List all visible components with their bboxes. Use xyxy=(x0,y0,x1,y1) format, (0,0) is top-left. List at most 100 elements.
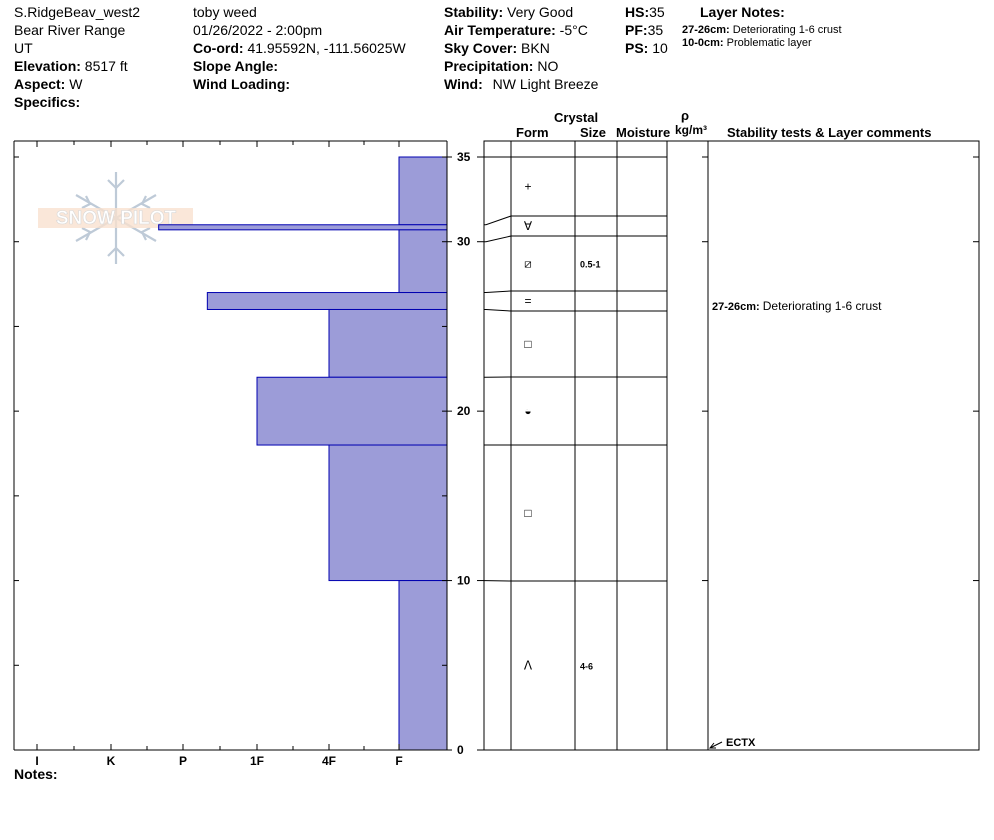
hs-row: HS:35 xyxy=(625,4,665,20)
depth-tick-label: 20 xyxy=(457,404,471,418)
grain-form-symbol: □ xyxy=(524,506,531,520)
grain-form-symbol: ∀ xyxy=(524,219,533,233)
depth-tick-label: 10 xyxy=(457,574,471,588)
hardness-plot: I K P 1F 4F F 0 10 20 30 35 xyxy=(13,140,484,768)
state-name: UT xyxy=(14,40,33,56)
hardness-bar xyxy=(328,444,448,582)
coord-label: Co-ord: xyxy=(193,40,244,56)
layer-note-range: 10-0cm: xyxy=(682,37,724,49)
wind-loading-label: Wind Loading: xyxy=(193,76,291,92)
layer-note-2: 10-0cm: Problematic layer xyxy=(682,37,812,49)
layer-connector-line xyxy=(484,215,512,226)
pf-value: 35 xyxy=(647,22,664,38)
specifics-label: Specifics: xyxy=(14,94,81,110)
observer-name: toby weed xyxy=(193,4,257,20)
grain-form-symbol: = xyxy=(524,294,531,308)
elevation-value: 8517 ft xyxy=(84,58,128,74)
aspect-value: W xyxy=(69,76,83,92)
hardness-tick-label: K xyxy=(107,754,116,768)
layer-comment: 27-26cm: Deteriorating 1-6 crust xyxy=(712,299,882,313)
precip-value: NO xyxy=(537,58,559,74)
layer-connector-line xyxy=(484,308,512,312)
wind-value: NW Light Breeze xyxy=(492,76,599,92)
grain-form-symbol: □ xyxy=(524,337,531,351)
layer-notes-title: Layer Notes: xyxy=(700,4,785,20)
wind-row: Wind: NW Light Breeze xyxy=(444,76,598,92)
stability-label: Stability: xyxy=(444,4,504,20)
precip-row: Precipitation: NO xyxy=(444,58,558,74)
layer-note-text: Problematic layer xyxy=(726,37,812,49)
hardness-bar xyxy=(206,292,448,310)
sky-label: Sky Cover: xyxy=(444,40,518,56)
precip-label: Precipitation: xyxy=(444,58,534,74)
depth-tick-label: 35 xyxy=(457,150,471,164)
observation-datetime: 01/26/2022 - 2:00pm xyxy=(193,22,323,38)
grain-size-label: 4-6 xyxy=(580,662,593,672)
hardness-bar xyxy=(398,156,448,226)
aspect-label: Aspect: xyxy=(14,76,66,92)
hardness-bar xyxy=(398,580,448,751)
test-pointer-line xyxy=(709,741,723,749)
comments-panel: 27-26cm: Deteriorating 1-6 crust ECTX xyxy=(702,140,980,751)
hardness-tick-label: P xyxy=(179,754,187,768)
ps-value: 10 xyxy=(652,40,668,56)
logo-text: SNOW PILOT xyxy=(56,208,177,229)
air-temp-label: Air Temperature: xyxy=(444,22,556,38)
coord-row: Co-ord: 41.95592N, -111.56025W xyxy=(193,40,406,56)
grain-form-symbol: + xyxy=(524,180,531,194)
hs-value: 35 xyxy=(649,4,665,20)
ps-label: PS: xyxy=(625,40,649,56)
sky-value: BKN xyxy=(521,40,550,56)
hardness-bar xyxy=(398,229,448,294)
grain-form-symbol: ◒ xyxy=(524,404,531,418)
stability-comments-header: Stability tests & Layer comments xyxy=(727,125,932,140)
hardness-tick-label: 4F xyxy=(322,754,336,768)
grain-table: + ∀ ⧄ 0.5-1 = □ ◒ □ ᐱ 4-6 xyxy=(483,140,709,751)
snowflake-icon xyxy=(75,172,157,264)
pf-row: PF:35 xyxy=(625,22,663,38)
comments-frame xyxy=(707,140,980,751)
depth-tick-label: 0 xyxy=(457,743,464,757)
form-header: Form xyxy=(516,125,549,140)
grain-size-label: 0.5-1 xyxy=(580,260,601,270)
hardness-bar xyxy=(328,308,448,378)
stability-row: Stability: Very Good xyxy=(444,4,573,20)
hardness-bar xyxy=(158,224,448,231)
test-arrow xyxy=(708,742,716,749)
moisture-header: Moisture xyxy=(616,125,671,140)
hardness-bar xyxy=(256,376,448,446)
air-temp-value: -5°C xyxy=(559,22,588,38)
grain-form-symbol: ᐱ xyxy=(524,659,533,673)
coord-value: 41.95592N, -111.56025W xyxy=(247,40,406,56)
elevation-label: Elevation: xyxy=(14,58,81,74)
layer-note-text: Deteriorating 1-6 crust xyxy=(732,24,842,36)
aspect-row: Aspect: W xyxy=(14,76,82,92)
hs-label: HS: xyxy=(625,4,650,20)
air-temp-row: Air Temperature: -5°C xyxy=(444,22,588,38)
location-name: S.RidgeBeav_west2 xyxy=(14,4,141,20)
snowpilot-logo: SNOW PILOT xyxy=(38,172,193,264)
stability-value: Very Good xyxy=(507,4,574,20)
layer-connector-line xyxy=(484,235,512,243)
test-label: ECTX xyxy=(726,737,756,749)
layer-comment-text: Deteriorating 1-6 crust xyxy=(763,299,882,313)
elevation-row: Elevation: 8517 ft xyxy=(14,58,128,74)
grain-form-symbol: ⧄ xyxy=(524,257,532,271)
sky-row: Sky Cover: BKN xyxy=(444,40,550,56)
crystal-header: Crystal xyxy=(554,110,599,125)
hardness-tick-label: F xyxy=(395,754,402,768)
size-header: Size xyxy=(580,125,607,140)
slope-angle-label: Slope Angle: xyxy=(193,58,279,74)
layer-comment-range: 27-26cm: xyxy=(712,301,763,313)
depth-tick-label: 30 xyxy=(457,235,471,249)
range-name: Bear River Range xyxy=(14,22,126,38)
rho-header: ρ xyxy=(681,108,690,123)
density-unit-header: kg/m³ xyxy=(675,123,708,137)
notes-label: Notes: xyxy=(14,766,58,782)
ps-row: PS: 10 xyxy=(625,40,668,56)
pf-label: PF: xyxy=(625,22,648,38)
hardness-tick-label: I xyxy=(35,754,38,768)
hardness-tick-label: 1F xyxy=(250,754,264,768)
layer-note-range: 27-26cm: xyxy=(682,24,730,36)
